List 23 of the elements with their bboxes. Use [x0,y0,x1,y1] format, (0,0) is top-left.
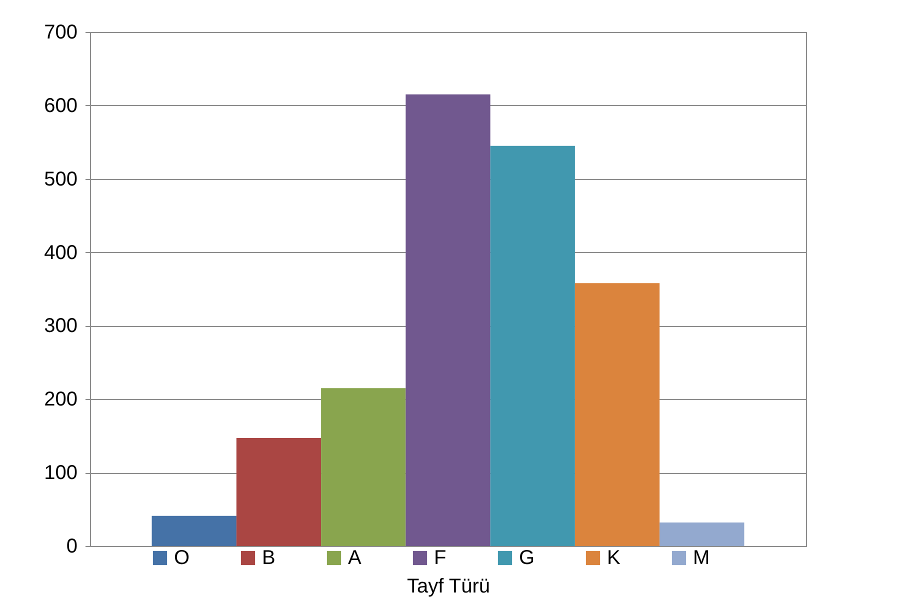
bar [574,283,660,546]
y-tick-label: 300 [44,315,78,338]
bar [406,94,490,546]
y-tick-label: 700 [44,22,78,44]
y-tick-label: 0 [66,536,78,558]
y-tick-label: 600 [44,94,78,117]
bar [660,522,744,546]
legend-label: K [607,547,621,569]
y-tick-label: 400 [44,242,78,264]
bar [321,388,406,546]
legend-label: G [519,547,535,569]
bar [236,438,322,546]
bar [152,516,236,546]
y-tick-label: 500 [44,168,78,190]
legend-label: M [693,547,710,569]
x-axis-title: Tayf Türü [407,576,490,598]
legend-label: B [262,547,276,569]
bar [490,146,575,546]
y-tick-label: 200 [44,388,78,411]
y-tick-label: 100 [44,462,78,484]
legend-label: O [174,547,190,569]
legend-label: A [348,547,362,569]
legend-label: F [434,547,446,569]
